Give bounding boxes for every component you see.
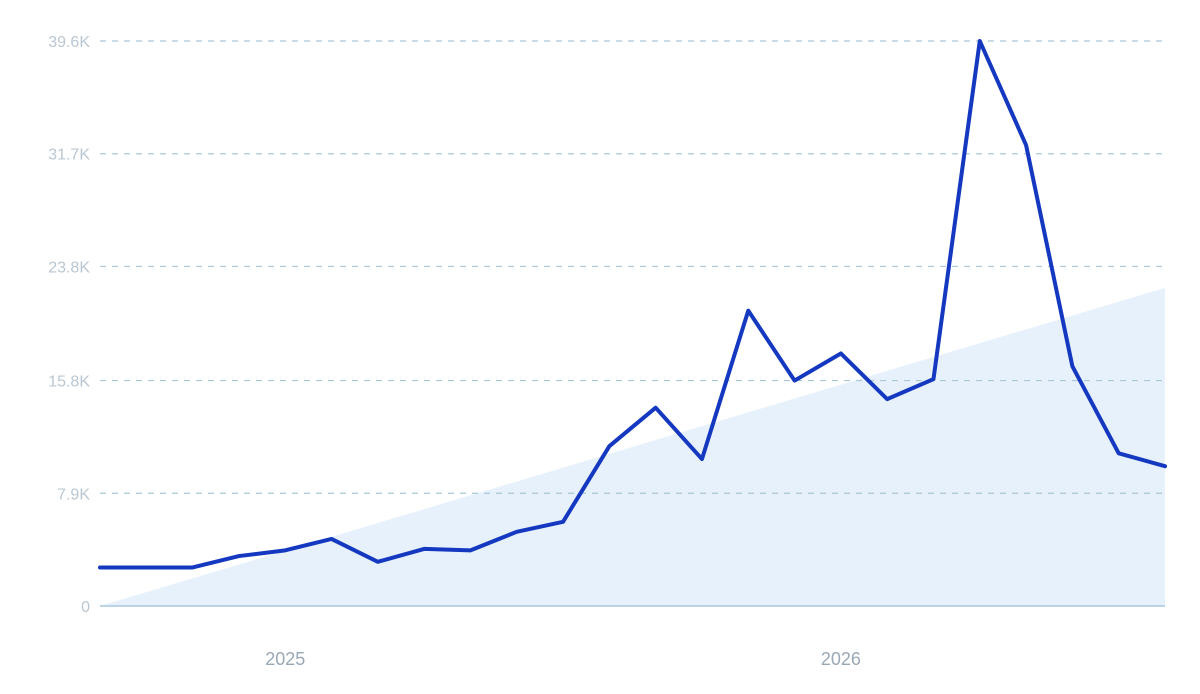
x-tick-label: 2025 bbox=[265, 649, 305, 669]
y-tick-label: 23.8K bbox=[48, 259, 90, 276]
trend-area bbox=[100, 287, 1165, 606]
series-layer bbox=[98, 39, 1167, 570]
y-tick-label: 31.7K bbox=[48, 147, 90, 164]
series-line bbox=[98, 39, 1167, 570]
y-tick-label: 7.9K bbox=[57, 486, 90, 503]
y-tick-label: 0 bbox=[81, 599, 90, 616]
trend-area-layer bbox=[100, 287, 1165, 606]
x-tick-label: 2026 bbox=[821, 649, 861, 669]
grid-layer bbox=[100, 40, 1165, 494]
axis-layer: 0 7.9K 15.8K 23.8K 31.7K 39.6K 2025 2026 bbox=[48, 34, 1165, 669]
y-tick-label: 39.6K bbox=[48, 34, 90, 51]
y-tick-label: 15.8K bbox=[48, 374, 90, 391]
